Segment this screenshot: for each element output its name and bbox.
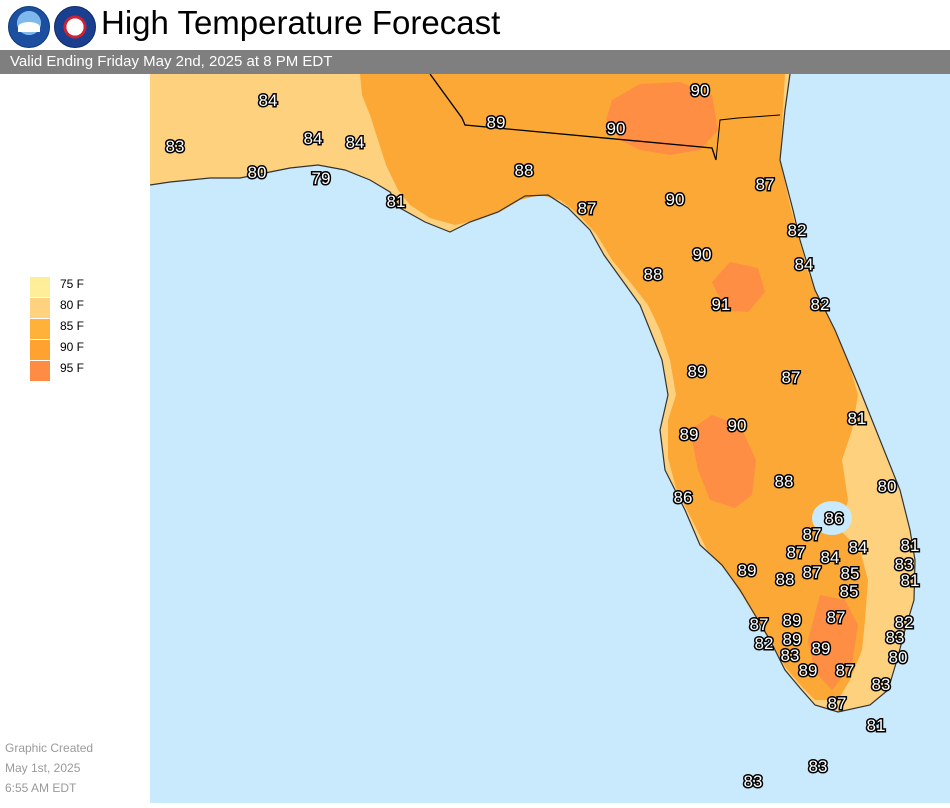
temp-label: 83 (781, 646, 800, 665)
valid-time-text: Valid Ending Friday May 2nd, 2025 at 8 P… (10, 53, 333, 70)
temp-label: 87 (803, 525, 822, 544)
legend-swatch-95 (30, 361, 50, 381)
credit-line-1: Graphic Created (5, 741, 94, 755)
temp-label: 89 (680, 425, 699, 444)
noaa-bird-icon (18, 22, 40, 32)
legend-swatch-90 (30, 340, 50, 360)
legend-label: 85 F (60, 319, 85, 333)
temp-label: 88 (515, 161, 534, 180)
temp-label: 89 (783, 630, 802, 649)
temp-label: 87 (782, 368, 801, 387)
temp-label: 79 (312, 169, 331, 188)
temp-label: 89 (812, 639, 831, 658)
temp-label: 89 (688, 362, 707, 381)
temp-label: 87 (803, 563, 822, 582)
credit-line-2: May 1st, 2025 (5, 761, 81, 775)
temperature-labels: 84 83 80 84 84 79 81 89 90 90 88 87 87 9… (164, 80, 921, 793)
legend-swatch-75 (30, 277, 50, 297)
temp-label: 84 (821, 548, 840, 567)
temp-label: 91 (712, 295, 731, 314)
land-90s-central (712, 262, 765, 312)
temp-label: 82 (755, 634, 774, 653)
temp-label: 90 (691, 81, 710, 100)
temp-label: 86 (674, 488, 693, 507)
temp-label: 83 (895, 555, 914, 574)
coastline (149, 73, 916, 713)
temp-label: 87 (827, 608, 846, 627)
temp-label: 81 (901, 571, 920, 590)
temp-label: 87 (836, 661, 855, 680)
temp-label: 85 (841, 564, 860, 583)
temp-label: 88 (776, 570, 795, 589)
temp-label: 89 (799, 661, 818, 680)
temp-label: 88 (775, 472, 794, 491)
forecast-map[interactable]: 84 83 80 84 84 79 81 89 90 90 88 87 87 9… (149, 73, 950, 803)
legend-label: 80 F (60, 298, 85, 312)
temp-label: 83 (809, 757, 828, 776)
temp-label: 88 (644, 265, 663, 284)
map-svg[interactable]: 84 83 80 84 84 79 81 89 90 90 88 87 87 9… (149, 73, 950, 803)
temp-label: 86 (825, 509, 844, 528)
temp-label: 84 (795, 255, 814, 274)
temp-label: 90 (607, 119, 626, 138)
page-title: High Temperature Forecast (101, 4, 501, 41)
temp-label: 90 (666, 190, 685, 209)
land-90s-north (606, 82, 718, 155)
legend-label: 90 F (60, 340, 85, 354)
noaa-logo (8, 6, 50, 48)
temp-label: 87 (750, 615, 769, 634)
legend-swatch-80 (30, 298, 50, 318)
temp-label: 80 (248, 163, 267, 182)
valid-time-bar: Valid Ending Friday May 2nd, 2025 at 8 P… (0, 50, 950, 74)
temp-label: 89 (783, 611, 802, 630)
temp-label: 82 (788, 221, 807, 240)
temp-label: 81 (848, 409, 867, 428)
temp-label: 82 (811, 295, 830, 314)
temp-label: 89 (487, 113, 506, 132)
temp-label: 81 (901, 536, 920, 555)
legend-label: 95 F (60, 361, 85, 375)
header: High Temperature Forecast (0, 0, 950, 50)
temp-label: 87 (756, 175, 775, 194)
temp-label: 84 (849, 538, 868, 557)
temp-label: 83 (872, 675, 891, 694)
land-90s-tampa (690, 415, 756, 508)
temp-label: 83 (744, 772, 763, 791)
temp-label: 81 (867, 716, 886, 735)
temp-label: 89 (738, 561, 757, 580)
temp-label: 90 (693, 245, 712, 264)
temp-label: 81 (387, 192, 406, 211)
lake-okeechobee (812, 501, 852, 535)
temp-label: 90 (728, 416, 747, 435)
temp-label: 83 (166, 137, 185, 156)
temp-label: 87 (578, 199, 597, 218)
nws-logo (54, 6, 96, 48)
temp-label: 84 (259, 91, 278, 110)
temp-label: 84 (346, 133, 365, 152)
land-85s (360, 74, 868, 700)
legend-swatch-85 (30, 319, 50, 339)
temp-label: 87 (787, 543, 806, 562)
credit-line-3: 6:55 AM EDT (5, 781, 77, 795)
state-border (715, 114, 781, 161)
temp-label: 80 (878, 477, 897, 496)
temp-label: 82 (895, 613, 914, 632)
temp-label: 80 (889, 648, 908, 667)
state-border (429, 73, 717, 161)
temp-label: 87 (828, 694, 847, 713)
legend-label: 75 F (60, 277, 85, 291)
land-90s-southwest (808, 595, 858, 690)
temp-label: 85 (840, 582, 859, 601)
temp-label: 84 (304, 129, 323, 148)
temp-label: 83 (886, 628, 905, 647)
